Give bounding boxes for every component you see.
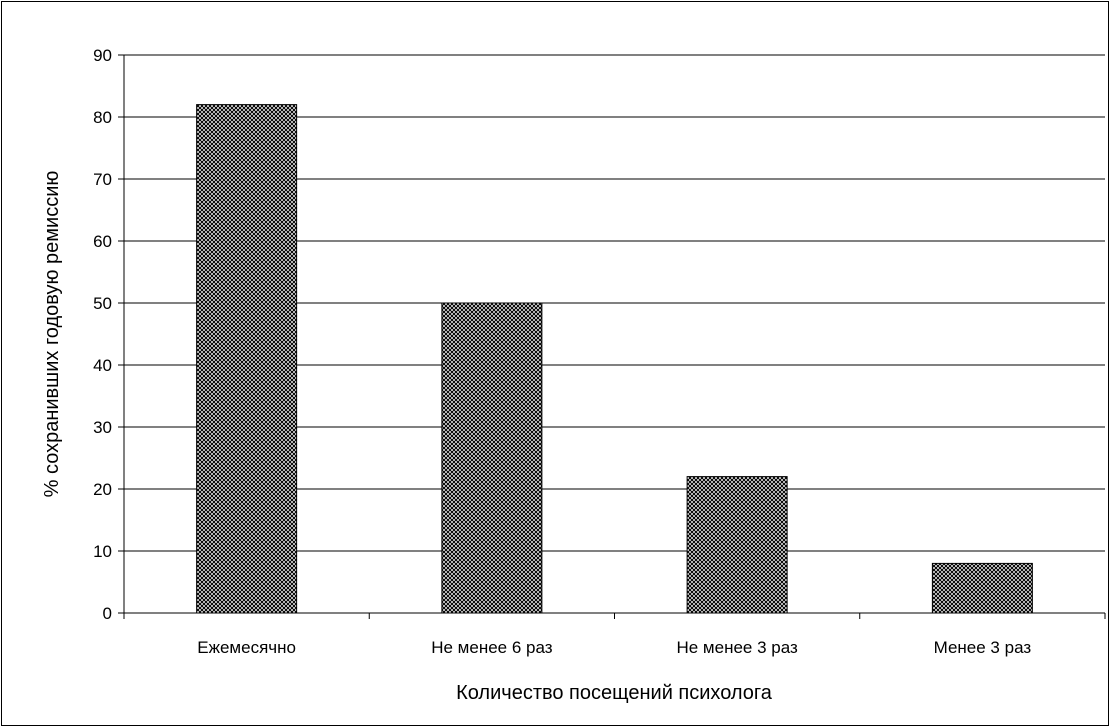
- y-tick-label: 30: [93, 418, 112, 437]
- y-axis-title: % сохранивших годовую ремиссию: [41, 171, 63, 498]
- x-category-label: Ежемесячно: [197, 638, 296, 657]
- y-tick-label: 60: [93, 232, 112, 251]
- y-tick-label: 0: [103, 604, 112, 623]
- y-tick-label: 40: [93, 356, 112, 375]
- x-axis-ticks: Ежемесячно Не менее 6 раз Не менее 3 раз Ме…: [123, 613, 1106, 657]
- y-tick-label: 50: [93, 294, 112, 313]
- bar: [441, 302, 543, 614]
- bar: [686, 476, 788, 614]
- bar: [931, 562, 1033, 614]
- y-tick-label: 90: [93, 46, 112, 65]
- x-category-label: Менее 3 раз: [934, 638, 1032, 657]
- y-axis-ticks: 0 10 20 30 40 50 60 70 80 90: [93, 46, 124, 623]
- x-category-label: Не менее 3 раз: [676, 638, 798, 657]
- x-axis-title: Количество посещений психолога: [456, 682, 773, 704]
- y-tick-label: 10: [93, 542, 112, 561]
- x-category-label: Не менее 6 раз: [431, 638, 553, 657]
- y-tick-label: 80: [93, 108, 112, 127]
- bar: [196, 104, 298, 614]
- y-tick-label: 70: [93, 170, 112, 189]
- bars: [196, 104, 1033, 614]
- y-tick-label: 20: [93, 480, 112, 499]
